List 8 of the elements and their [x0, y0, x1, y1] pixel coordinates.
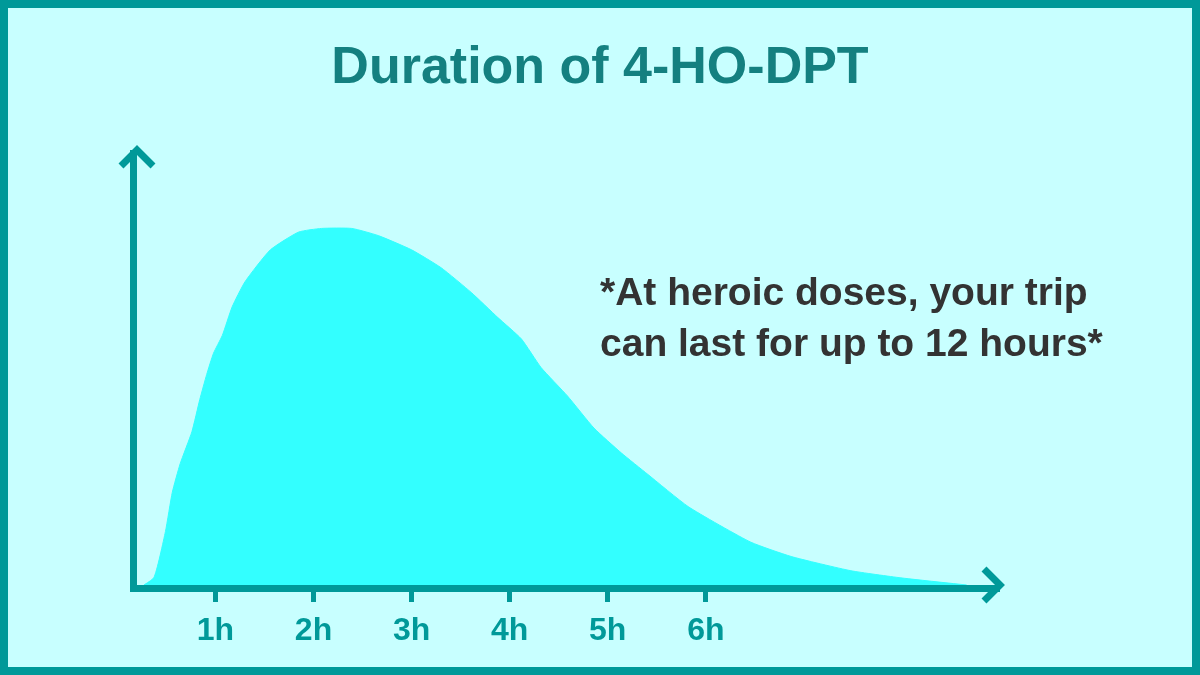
text: *At heroic doses, your trip can last for up to 12 hours* [600, 270, 1103, 364]
x-tick-label: 4h [490, 611, 529, 648]
x-tick-label: 5h [589, 611, 627, 648]
chart-title: Duration of 4-HO-DPT [331, 36, 869, 95]
x-tick-label: 1h [196, 611, 235, 648]
x-tick-label: 2h [294, 611, 333, 648]
x-tick-label: 3h [392, 611, 431, 648]
x-tick-label: 6h [687, 611, 725, 648]
